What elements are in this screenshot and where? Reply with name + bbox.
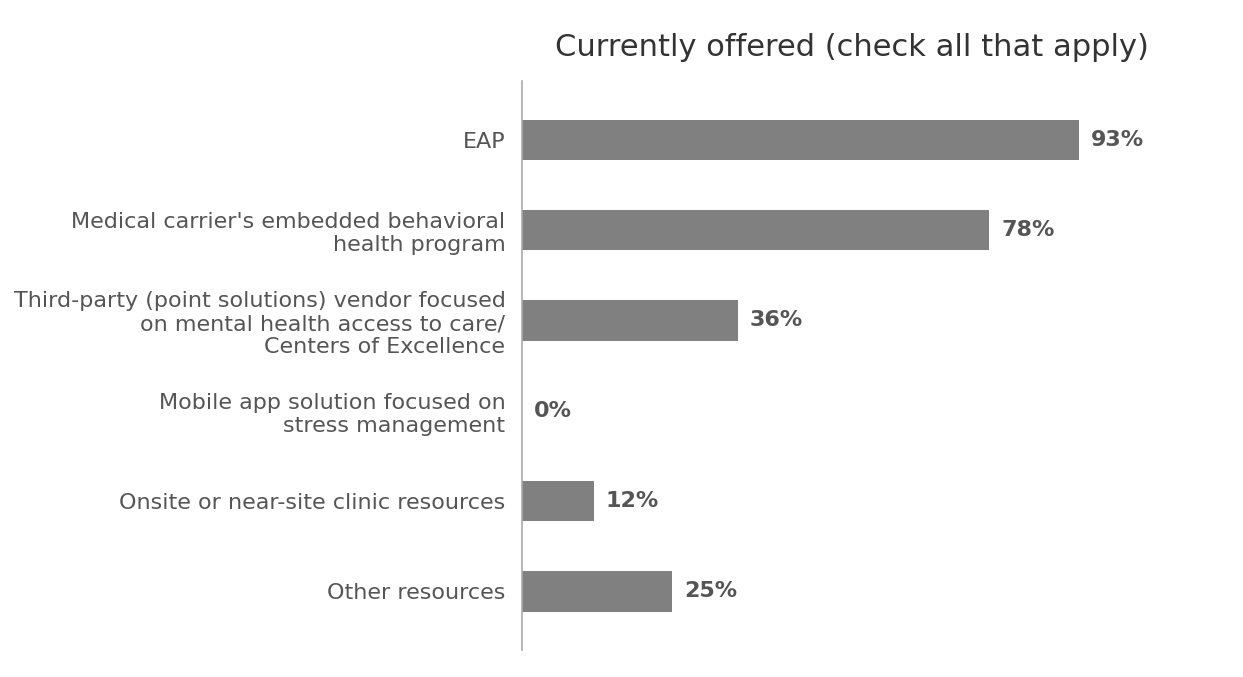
Text: 93%: 93%: [1091, 130, 1144, 150]
Title: Currently offered (check all that apply): Currently offered (check all that apply): [554, 33, 1149, 62]
Text: 25%: 25%: [684, 582, 737, 601]
Bar: [522, 300, 737, 341]
Bar: [522, 481, 594, 521]
Text: 0%: 0%: [534, 401, 572, 420]
Bar: [522, 120, 1079, 160]
Bar: [522, 571, 671, 611]
Bar: [522, 210, 989, 250]
Text: 12%: 12%: [605, 491, 659, 511]
Text: 78%: 78%: [1001, 220, 1054, 240]
Text: 36%: 36%: [750, 311, 803, 330]
